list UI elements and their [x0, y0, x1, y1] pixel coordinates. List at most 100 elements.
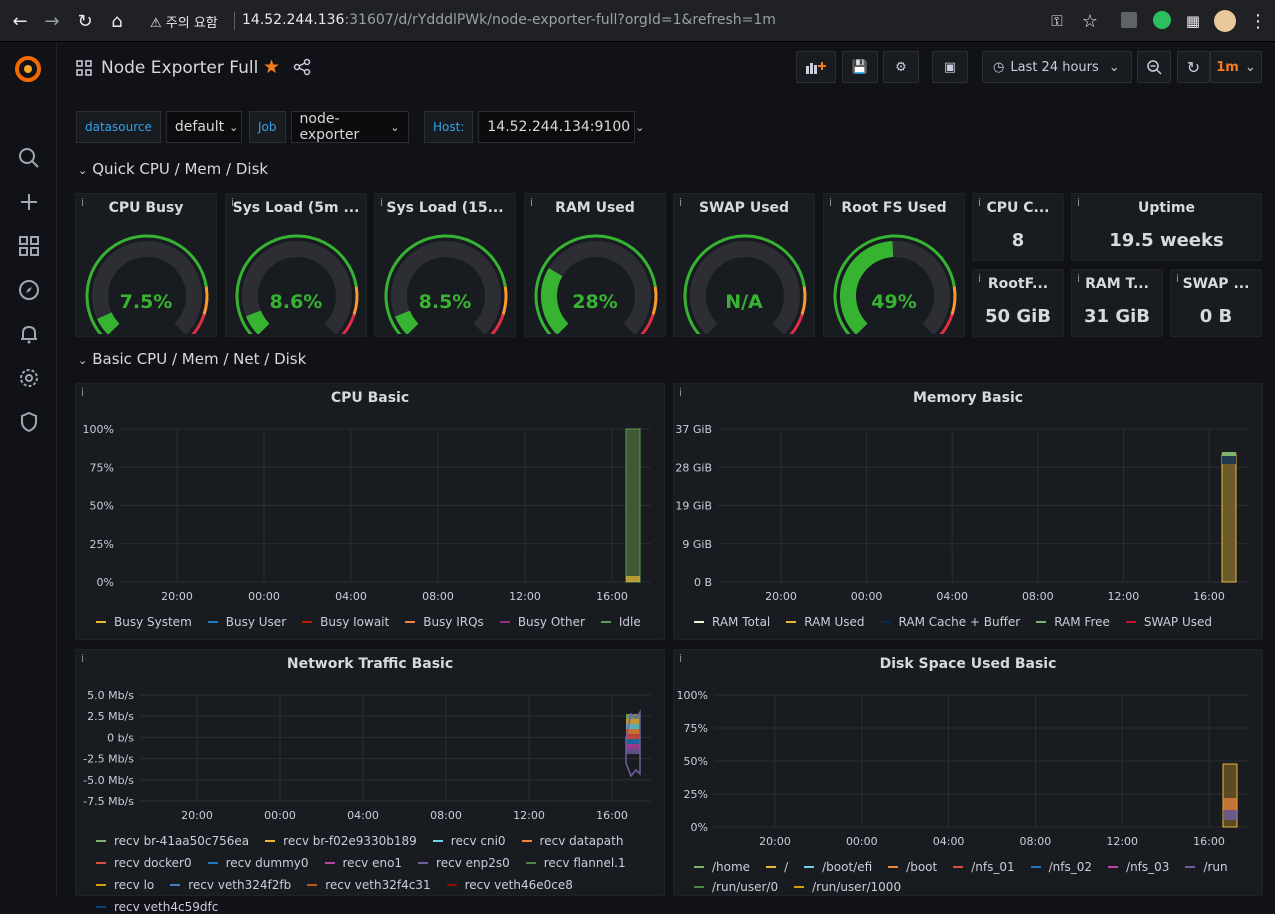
info-icon[interactable]: i	[1077, 196, 1081, 209]
legend-item[interactable]: SWAP Used	[1125, 615, 1212, 629]
dashboard-title[interactable]: Node Exporter Full	[101, 58, 259, 78]
configuration-gear-icon[interactable]	[17, 366, 41, 390]
legend-item[interactable]: Busy IRQs	[405, 615, 484, 629]
legend-item[interactable]: Busy Iowait	[302, 615, 389, 629]
gauge-panel[interactable]: i SWAP Used N/A	[673, 193, 815, 337]
legend-item[interactable]: /boot/efi	[804, 860, 872, 874]
stat-panel-uptime[interactable]: i Uptime 19.5 weeks	[1071, 193, 1262, 261]
alerting-bell-icon[interactable]	[17, 322, 41, 346]
refresh-interval-picker[interactable]: 1m ⌄	[1210, 51, 1262, 83]
legend-item[interactable]: recv veth324f2fb	[170, 878, 291, 892]
legend-item[interactable]: /run	[1185, 860, 1228, 874]
legend-item[interactable]: Idle	[600, 615, 641, 629]
legend-item[interactable]: RAM Free	[1036, 615, 1110, 629]
time-picker-button[interactable]: ◷ Last 24 hours ⌄	[982, 51, 1132, 83]
gauge-panel[interactable]: i Sys Load (15... 8.5%	[374, 193, 516, 337]
info-icon[interactable]: i	[81, 652, 85, 665]
legend-item[interactable]: /home	[694, 860, 750, 874]
row-basic-cpu-mem-net-disk[interactable]: ⌄ Basic CPU / Mem / Net / Disk	[78, 350, 306, 368]
stat-panel-swap-total[interactable]: i SWAP ... 0 B	[1170, 269, 1262, 337]
reload-icon[interactable]: ↻	[77, 10, 93, 32]
cycle-view-mode-button[interactable]: ▣	[932, 51, 968, 83]
legend-item[interactable]: /nfs_03	[1108, 860, 1169, 874]
legend-item[interactable]: recv flannel.1	[525, 856, 626, 870]
legend-item[interactable]: Busy System	[96, 615, 192, 629]
explore-compass-icon[interactable]	[17, 278, 41, 302]
save-dashboard-button[interactable]: 💾	[842, 51, 878, 83]
puzzle-icon[interactable]: ▦	[1185, 12, 1201, 30]
gauge-panel[interactable]: i Sys Load (5m ... 8.6%	[225, 193, 367, 337]
shield-icon[interactable]	[17, 410, 41, 434]
info-icon[interactable]: i	[978, 272, 982, 285]
legend-item[interactable]: /run/user/1000	[794, 880, 901, 894]
legend-item[interactable]: recv datapath	[521, 834, 623, 848]
info-icon[interactable]: i	[231, 196, 235, 209]
info-icon[interactable]: i	[679, 196, 683, 209]
gauge-panel[interactable]: i Root FS Used 49%	[823, 193, 965, 337]
legend-item[interactable]: Busy User	[207, 615, 286, 629]
legend-item[interactable]: recv br-f02e9330b189	[265, 834, 417, 848]
host-select[interactable]: 14.52.244.134:9100 ⌄	[478, 111, 644, 143]
info-icon[interactable]: i	[81, 196, 85, 209]
legend-item[interactable]: RAM Cache + Buffer	[880, 615, 1020, 629]
add-panel-button[interactable]	[796, 51, 836, 83]
job-select[interactable]: node-exporter ⌄	[290, 111, 409, 143]
share-icon[interactable]	[293, 58, 311, 76]
profile-avatar[interactable]	[1214, 10, 1236, 32]
panel-memory-basic[interactable]: i Memory Basic 37 GiB 28 GiB 19 GiB 9 GiB 0 …	[673, 383, 1263, 640]
legend-item[interactable]: recv lo	[96, 878, 154, 892]
refresh-button[interactable]: ↻	[1177, 51, 1210, 83]
dashboard-settings-button[interactable]: ⚙	[883, 51, 919, 83]
legend-item[interactable]: recv dummy0	[207, 856, 309, 870]
plus-icon[interactable]	[17, 190, 41, 214]
forward-icon[interactable]: →	[44, 10, 60, 32]
legend-item[interactable]: /boot	[888, 860, 937, 874]
panel-cpu-basic[interactable]: i CPU Basic 100% 75% 50% 25% 0% 20:00 00:00 04:…	[75, 383, 665, 640]
info-icon[interactable]: i	[978, 196, 982, 209]
stat-panel-rootfs-total[interactable]: i RootF... 50 GiB	[972, 269, 1064, 337]
zoom-out-button[interactable]	[1137, 51, 1171, 83]
stat-panel-ram-total[interactable]: i RAM T... 31 GiB	[1071, 269, 1163, 337]
legend-item[interactable]: recv veth46e0ce8	[446, 878, 573, 892]
info-icon[interactable]: i	[1077, 272, 1081, 285]
info-icon[interactable]: i	[81, 386, 85, 399]
back-icon[interactable]: ←	[12, 10, 28, 32]
row-quick-cpu-mem-disk[interactable]: ⌄ Quick CPU / Mem / Disk	[78, 160, 268, 178]
info-icon[interactable]: i	[1176, 272, 1180, 285]
key-icon[interactable]: ⚿	[1051, 12, 1063, 30]
address-bar[interactable]: 14.52.244.136:31607/d/rYdddlPWk/node-exp…	[242, 12, 776, 28]
legend-item[interactable]: recv eno1	[324, 856, 402, 870]
home-icon[interactable]: ⌂	[111, 10, 123, 32]
stat-panel-cpu-cores[interactable]: i CPU C... 8	[972, 193, 1064, 261]
legend-item[interactable]: RAM Total	[694, 615, 770, 629]
legend-item[interactable]: /nfs_01	[953, 860, 1015, 874]
legend-item[interactable]: recv veth32f4c31	[307, 878, 431, 892]
legend-item[interactable]: /	[766, 860, 788, 874]
favorite-star-icon[interactable]: ★	[263, 56, 281, 78]
legend-item[interactable]: /run/user/0	[694, 880, 778, 894]
panel-disk-space-used-basic[interactable]: i Disk Space Used Basic 100% 75% 50% 25% 0% 2…	[673, 649, 1263, 896]
info-icon[interactable]: i	[380, 196, 384, 209]
info-icon[interactable]: i	[829, 196, 833, 209]
legend-item[interactable]: recv enp2s0	[418, 856, 510, 870]
legend-item[interactable]: recv br-41aa50c756ea	[96, 834, 249, 848]
bookmark-star-icon[interactable]: ☆	[1081, 10, 1099, 32]
datasource-select[interactable]: default ⌄	[165, 111, 242, 143]
security-warning[interactable]: ⚠ 주의 요함	[150, 12, 218, 31]
dashboards-icon[interactable]	[17, 234, 41, 258]
legend-item[interactable]: recv veth4c59dfc	[96, 900, 218, 914]
legend-item[interactable]: recv cni0	[432, 834, 506, 848]
info-icon[interactable]: i	[530, 196, 534, 209]
info-icon[interactable]: i	[679, 386, 683, 399]
menu-dots-icon[interactable]: ⋮	[1249, 10, 1267, 32]
info-icon[interactable]: i	[679, 652, 683, 665]
extension-icon[interactable]	[1121, 12, 1137, 28]
gauge-panel[interactable]: i CPU Busy 7.5%	[75, 193, 217, 337]
legend-item[interactable]: /nfs_02	[1030, 860, 1092, 874]
legend-item[interactable]: Busy Other	[499, 615, 585, 629]
gauge-panel[interactable]: i RAM Used 28%	[524, 193, 666, 337]
legend-item[interactable]: recv docker0	[96, 856, 192, 870]
panel-network-traffic-basic[interactable]: i Network Traffic Basic 5.0 Mb/s 2.5 Mb/s…	[75, 649, 665, 914]
search-icon[interactable]	[17, 146, 41, 170]
legend-item[interactable]: RAM Used	[786, 615, 865, 629]
